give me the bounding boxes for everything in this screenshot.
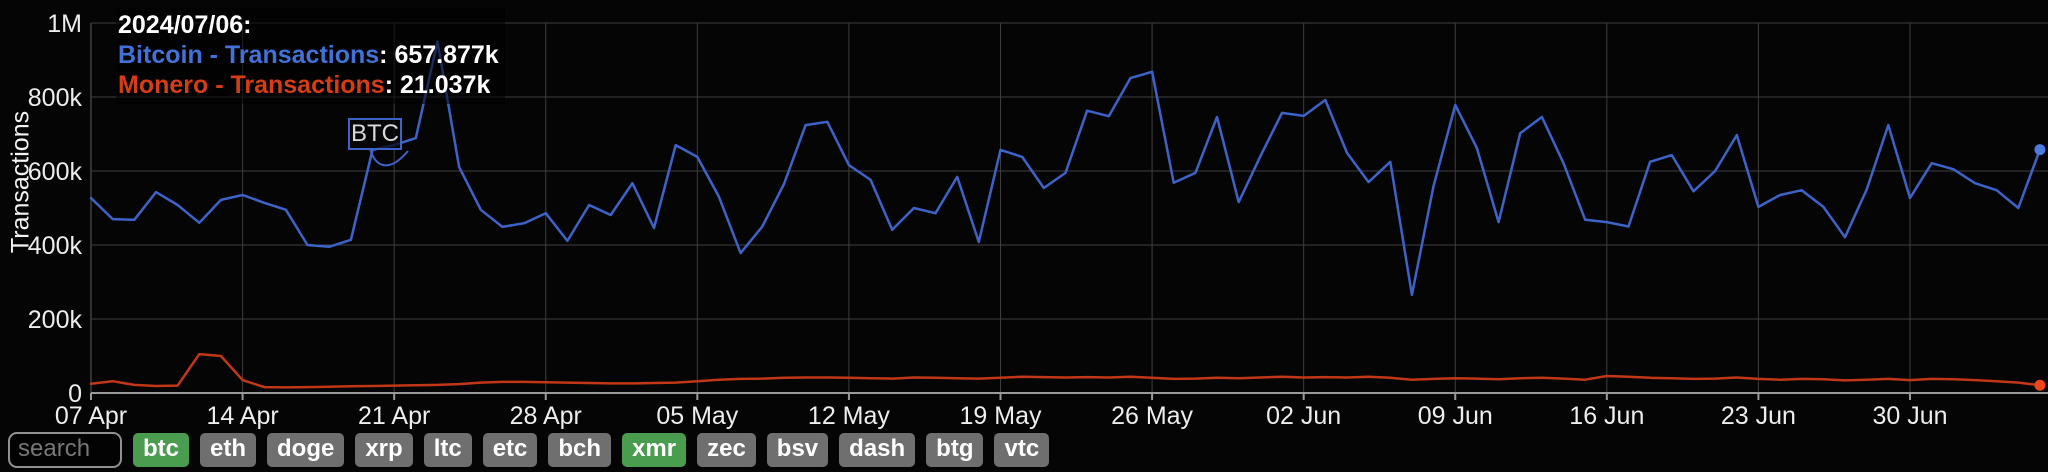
coin-tag-vtc[interactable]: vtc: [994, 433, 1050, 467]
monero-endpoint-dot: [2034, 379, 2046, 391]
bitcoin-series-line[interactable]: [89, 40, 2042, 297]
y-tick-label: 1M: [47, 10, 82, 38]
search-input[interactable]: [8, 432, 122, 468]
coin-tag-bsv[interactable]: bsv: [766, 433, 829, 467]
tooltip-bitcoin-value: : 657.877k: [379, 41, 499, 69]
coin-tag-xrp[interactable]: xrp: [355, 433, 413, 467]
coin-tag-doge[interactable]: doge: [267, 433, 345, 467]
tooltip-monero-value: : 21.037k: [384, 71, 491, 99]
tooltip-row-bitcoin: Bitcoin - Transactions: 657.877k: [118, 40, 499, 70]
y-tick-label: 400k: [28, 232, 83, 260]
coin-tag-etc[interactable]: etc: [482, 433, 538, 467]
coin-tag-btg[interactable]: btg: [926, 433, 984, 467]
tooltip-bitcoin-label: Bitcoin - Transactions: [118, 41, 380, 69]
y-tick-label: 800k: [28, 84, 83, 112]
y-tick-label: 600k: [28, 158, 83, 186]
x-tick-label: 05 May: [656, 402, 738, 430]
bottom-controls: btcethdogexrpltcetcbchxmrzecbsvdashbtgvt…: [8, 432, 1050, 468]
tooltip-row-monero: Monero - Transactions: 21.037k: [118, 70, 499, 100]
coin-tag-bch[interactable]: bch: [548, 433, 612, 467]
y-tick-label: 0: [68, 380, 82, 408]
y-axis-title: Transactions: [6, 110, 35, 254]
x-tick-label: 19 May: [960, 402, 1042, 430]
coin-tag-ltc[interactable]: ltc: [423, 433, 472, 467]
monero-series-line[interactable]: [89, 352, 2042, 389]
coin-tag-list: btc eth doge xrp ltc etc bch xmr zec bsv dash btg vt…: [133, 433, 1050, 467]
x-tick-label: 09 Jun: [1418, 402, 1493, 430]
coin-tag-eth[interactable]: eth: [200, 433, 256, 467]
x-tick-label: 07 Apr: [55, 402, 127, 430]
coin-tag-xmr[interactable]: xmr: [622, 433, 687, 467]
btc-annotation-leader: [369, 148, 409, 167]
x-tick-label: 14 Apr: [206, 402, 278, 430]
x-tick-label: 21 Apr: [358, 402, 430, 430]
x-tick-label: 26 May: [1111, 402, 1193, 430]
x-tick-label: 02 Jun: [1266, 402, 1341, 430]
tooltip-date: 2024/07/06:: [118, 11, 252, 39]
x-tick-label: 12 May: [808, 402, 890, 430]
x-tick-label: 16 Jun: [1569, 402, 1644, 430]
x-tick-label: 30 Jun: [1872, 402, 1947, 430]
series-annotation-btc[interactable]: BTC: [348, 118, 402, 150]
y-tick-label: 200k: [28, 306, 83, 334]
coin-tag-zec[interactable]: zec: [697, 433, 756, 467]
bitcoin-endpoint-dot: [2034, 144, 2046, 156]
tooltip-monero-label: Monero - Transactions: [118, 71, 385, 99]
x-tick-label: 28 Apr: [510, 402, 582, 430]
hover-tooltip: 2024/07/06: Bitcoin - Transactions: 657.…: [116, 8, 505, 104]
coin-tag-btc[interactable]: btc: [133, 433, 189, 467]
x-tick-label: 23 Jun: [1721, 402, 1796, 430]
coin-tag-dash[interactable]: dash: [839, 433, 916, 467]
